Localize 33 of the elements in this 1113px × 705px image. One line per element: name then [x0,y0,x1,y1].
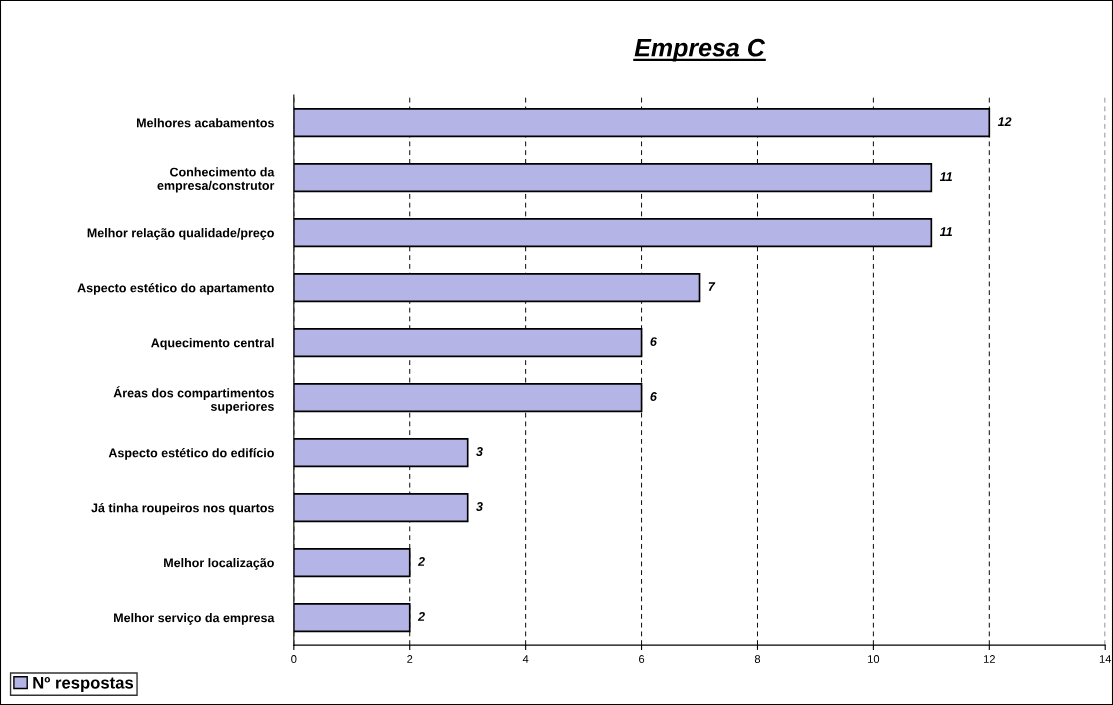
data-label: 7 [708,282,716,291]
y-tick-label: Melhores acabamentos [136,118,274,128]
x-tick-label: 2 [407,655,413,663]
x-tick-label: 12 [983,655,995,663]
y-tick-label: Já tinha roupeiros nos quartos [91,503,274,515]
y-tick-label: Melhor localização [164,558,274,570]
data-label: 2 [417,557,425,566]
data-label: 11 [939,227,952,236]
x-tick-label: 8 [754,655,761,663]
data-label: 11 [939,172,952,181]
y-tick-label: Conhecimento da empresa/construtor [157,167,275,193]
data-label: 12 [997,117,1012,126]
data-label: 2 [417,612,425,621]
data-label: 6 [650,392,657,401]
y-tick-label: Aspecto estético do edifício [108,448,274,460]
data-label: 3 [476,502,483,511]
y-tick-label: Aspecto estético do apartamento [77,283,274,295]
x-tick-label: 10 [868,655,880,663]
x-tick-label: 0 [291,655,297,663]
bar [293,383,643,413]
y-tick-label: Aquecimento central [151,338,274,350]
x-tick-label: 4 [522,655,529,663]
data-label: 6 [650,337,657,346]
y-tick-label: Melhor serviço da empresa [114,613,275,625]
x-tick-label: 6 [639,655,645,663]
bar [293,163,933,193]
y-tick-label: Áreas dos compartimentos superiores [113,386,274,414]
bar [293,602,411,633]
y-tick-label: Melhor relação qualidade/preço [87,228,274,240]
chart-title: Empresa C [634,38,766,62]
legend-label: Nº respostas [33,676,134,692]
x-tick-label: 14 [1099,655,1112,663]
data-label: 3 [476,447,483,456]
